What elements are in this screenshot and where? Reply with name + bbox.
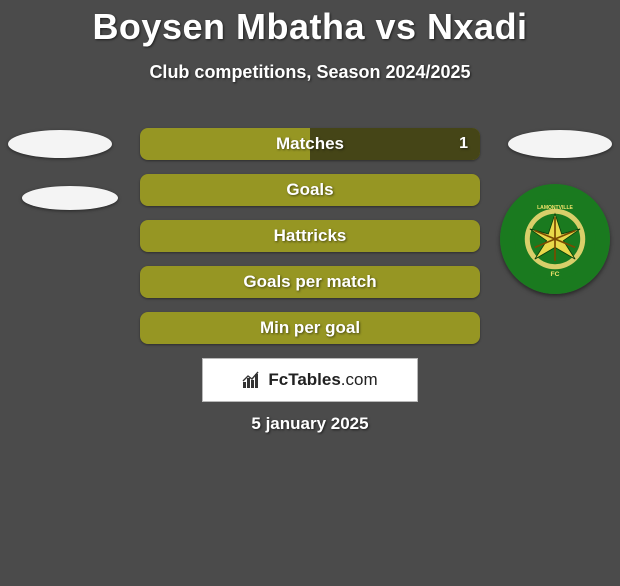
stat-label: Goals bbox=[286, 180, 333, 200]
svg-text:FC: FC bbox=[551, 271, 560, 278]
stat-label: Hattricks bbox=[274, 226, 347, 246]
page-title: Boysen Mbatha vs Nxadi bbox=[0, 6, 620, 48]
subtitle: Club competitions, Season 2024/2025 bbox=[0, 62, 620, 83]
arrows-badge-icon: LAMONTVILLE FC bbox=[513, 197, 597, 281]
stat-row: Goals per match bbox=[140, 266, 480, 298]
player-left-photo-placeholder bbox=[8, 130, 112, 158]
player-left-club-placeholder bbox=[22, 186, 118, 210]
bar-chart-icon bbox=[242, 370, 262, 390]
stat-row: Min per goal bbox=[140, 312, 480, 344]
stat-row: Matches 1 bbox=[140, 128, 480, 160]
player-right-club-badge: LAMONTVILLE FC bbox=[500, 184, 610, 294]
brand-text: FcTables.com bbox=[268, 370, 377, 390]
footer-date: 5 january 2025 bbox=[0, 414, 620, 434]
stat-row: Goals bbox=[140, 174, 480, 206]
stats-panel: Matches 1 Goals Hattricks Goals per match Min… bbox=[140, 128, 480, 358]
stat-row: Hattricks bbox=[140, 220, 480, 252]
svg-text:LAMONTVILLE: LAMONTVILLE bbox=[537, 205, 573, 211]
stat-label: Min per goal bbox=[260, 318, 360, 338]
stat-label: Goals per match bbox=[243, 272, 376, 292]
player-right-photo-placeholder bbox=[508, 130, 612, 158]
stat-label: Matches bbox=[276, 134, 344, 154]
brand-footer[interactable]: FcTables.com bbox=[202, 358, 418, 402]
stat-value-right: 1 bbox=[459, 135, 468, 153]
